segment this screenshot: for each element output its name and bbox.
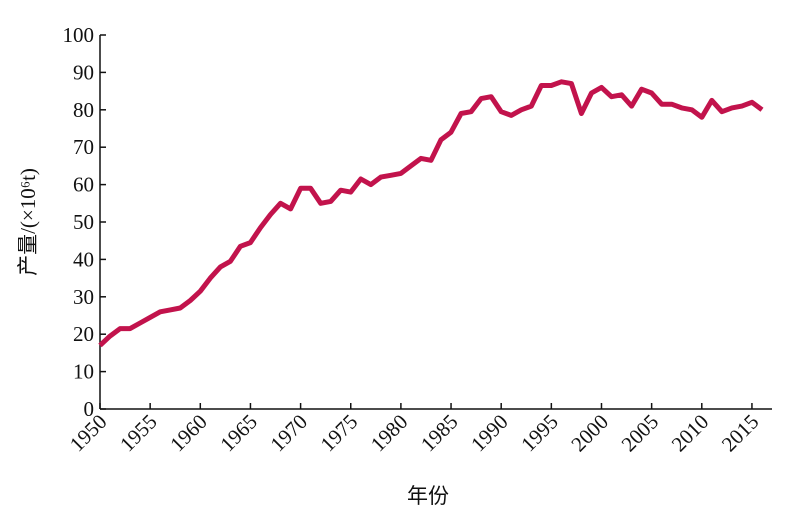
x-tick-label: 2010 bbox=[667, 410, 714, 457]
x-tick-label: 1990 bbox=[466, 410, 513, 457]
y-tick-label: 10 bbox=[73, 360, 94, 384]
x-tick-label: 1960 bbox=[165, 410, 212, 457]
x-tick-label: 1965 bbox=[215, 410, 262, 457]
x-tick-label: 1985 bbox=[416, 410, 463, 457]
y-tick-label: 80 bbox=[73, 98, 94, 122]
y-tick-label: 90 bbox=[73, 60, 94, 84]
x-tick-label: 2015 bbox=[717, 410, 764, 457]
y-axis-label: 产量/(×10⁶t) bbox=[16, 168, 40, 276]
y-tick-label: 0 bbox=[84, 397, 95, 421]
y-tick-label: 70 bbox=[73, 135, 94, 159]
y-tick-label: 30 bbox=[73, 285, 94, 309]
x-tick-label: 1950 bbox=[65, 410, 112, 457]
y-tick-label: 40 bbox=[73, 247, 94, 271]
y-tick-label: 100 bbox=[63, 23, 95, 47]
x-tick-label: 1970 bbox=[265, 410, 312, 457]
x-tick-label: 1980 bbox=[366, 410, 413, 457]
x-tick-label: 2005 bbox=[617, 410, 664, 457]
x-tick-label: 1975 bbox=[316, 410, 363, 457]
y-tick-label: 50 bbox=[73, 210, 94, 234]
x-tick-label: 1995 bbox=[516, 410, 563, 457]
y-tick-label: 60 bbox=[73, 173, 94, 197]
x-tick-label: 2000 bbox=[566, 410, 613, 457]
x-tick-label: 1955 bbox=[115, 410, 162, 457]
y-tick-label: 20 bbox=[73, 322, 94, 346]
x-axis-label: 年份 bbox=[407, 484, 449, 508]
data-line bbox=[98, 79, 764, 348]
